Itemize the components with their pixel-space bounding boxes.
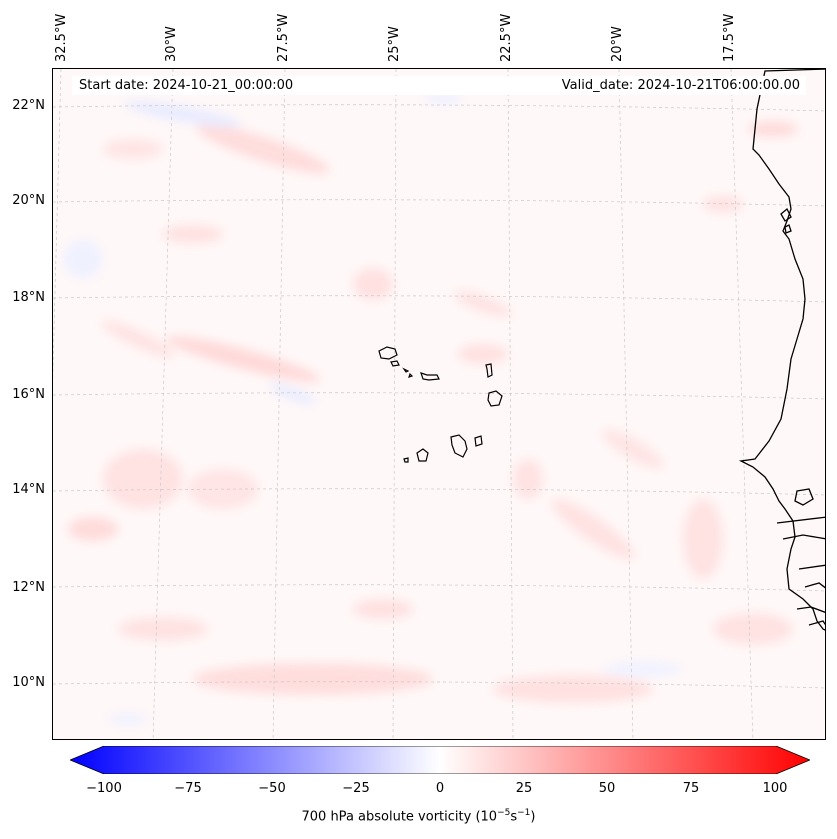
lat-label-18n: 18°N — [12, 290, 45, 305]
lon-label-22-5w: 22.5°W — [499, 13, 514, 62]
colorbar-title-end: ) — [530, 809, 536, 825]
info-bar — [72, 76, 806, 95]
colorbar-title: 700 hPa absolute vorticity (10−5s−1) — [0, 808, 837, 824]
colorbar-tick-minus-25: −25 — [342, 781, 370, 796]
lon-label-17-5w: 17.5°W — [722, 13, 737, 62]
colorbar-tick-minus-50: −50 — [258, 781, 286, 796]
start-date-label: Start date: 2024-10-21_00:00:00 — [79, 78, 294, 93]
colorbar-tick-25: 25 — [515, 781, 533, 796]
lat-label-14n: 14°N — [12, 482, 45, 497]
colorbar-title-exp1: −5 — [497, 808, 511, 818]
valid-date-label: Valid_date: 2024-10-21T06:00:00.00 — [561, 78, 800, 93]
lon-label-32-5w: 32.5°W — [54, 13, 69, 62]
colorbar-tick-0: 0 — [435, 781, 445, 796]
colorbar-gradient — [68, 745, 812, 775]
africa-coastline — [738, 69, 825, 631]
map-area — [52, 68, 826, 740]
vorticity-field — [53, 69, 825, 739]
colorbar-title-exp2: −1 — [517, 808, 531, 818]
graticule — [53, 69, 825, 739]
cape-verde-coastline — [378, 346, 503, 463]
colorbar — [68, 745, 812, 775]
colorbar-tick-minus-100: −100 — [86, 781, 122, 796]
lon-label-25w: 25°W — [387, 26, 402, 62]
lon-label-20w: 20°W — [610, 26, 625, 62]
lon-label-27-5w: 27.5°W — [276, 13, 291, 62]
lon-label-30w: 30°W — [164, 26, 179, 62]
colorbar-tick-75: 75 — [682, 781, 700, 796]
colorbar-title-text: 700 hPa absolute vorticity (10 — [301, 809, 498, 825]
lat-label-12n: 12°N — [12, 580, 45, 595]
lat-label-20n: 20°N — [12, 193, 45, 208]
colorbar-tick-100: 100 — [762, 781, 788, 796]
colorbar-tick-minus-75: −75 — [174, 781, 202, 796]
lat-label-22n: 22°N — [12, 98, 45, 113]
colorbar-tick-50: 50 — [598, 781, 616, 796]
lat-label-16n: 16°N — [12, 387, 45, 402]
colorbar-title-unit: s — [510, 809, 518, 825]
lat-label-10n: 10°N — [12, 675, 45, 690]
